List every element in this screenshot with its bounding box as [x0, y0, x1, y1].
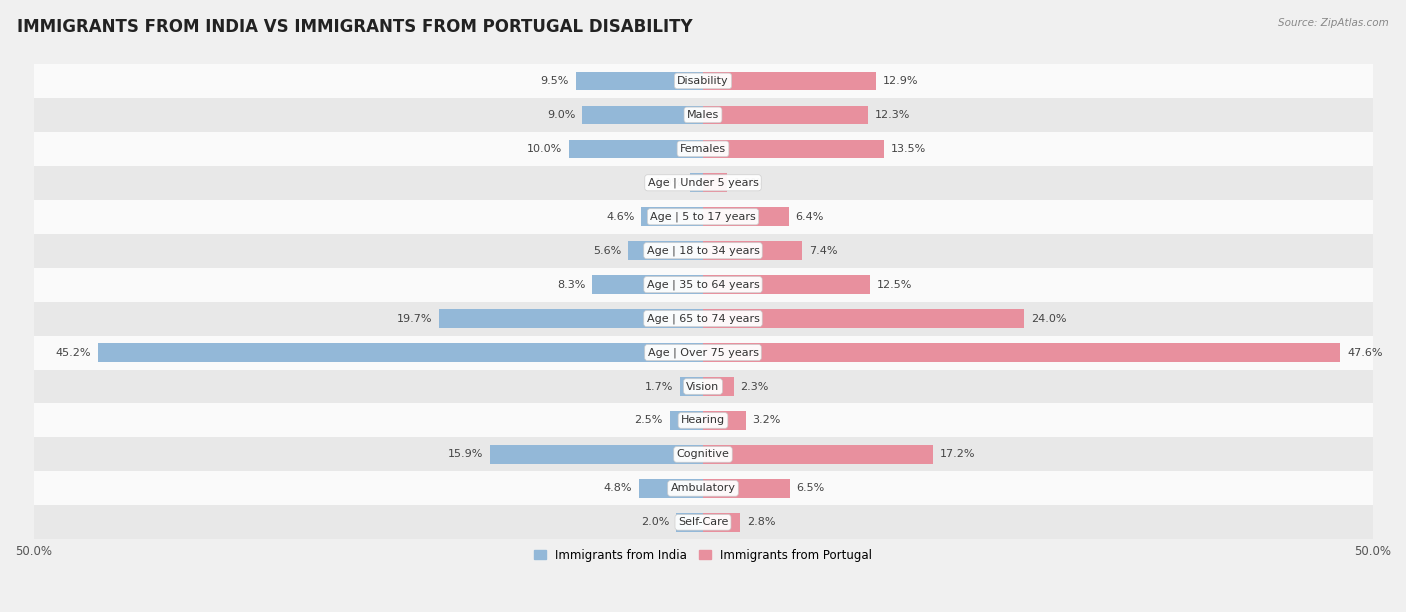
Bar — [34, 471, 1372, 506]
Text: 6.4%: 6.4% — [796, 212, 824, 222]
Text: 2.3%: 2.3% — [741, 381, 769, 392]
Text: 12.9%: 12.9% — [883, 76, 918, 86]
Bar — [628, 241, 703, 260]
Bar — [703, 140, 884, 158]
Bar — [681, 377, 703, 396]
Text: 7.4%: 7.4% — [808, 245, 838, 256]
Text: Age | Over 75 years: Age | Over 75 years — [648, 348, 758, 358]
Text: 19.7%: 19.7% — [396, 313, 433, 324]
Text: Age | 18 to 34 years: Age | 18 to 34 years — [647, 245, 759, 256]
Bar — [703, 309, 1025, 328]
Text: Cognitive: Cognitive — [676, 449, 730, 460]
Text: Source: ZipAtlas.com: Source: ZipAtlas.com — [1278, 18, 1389, 28]
Text: Age | 5 to 17 years: Age | 5 to 17 years — [650, 212, 756, 222]
Text: Females: Females — [681, 144, 725, 154]
Bar — [703, 377, 734, 396]
Bar — [676, 513, 703, 532]
Text: 8.3%: 8.3% — [557, 280, 585, 289]
Text: 1.8%: 1.8% — [734, 178, 762, 188]
Bar — [703, 275, 870, 294]
Bar — [703, 343, 1340, 362]
Bar — [439, 309, 703, 328]
Bar — [34, 370, 1372, 403]
Text: 9.5%: 9.5% — [541, 76, 569, 86]
Text: 4.6%: 4.6% — [606, 212, 634, 222]
Text: 1.0%: 1.0% — [655, 178, 683, 188]
Bar — [641, 207, 703, 226]
Bar — [703, 445, 934, 464]
Bar — [703, 173, 727, 192]
Bar — [576, 72, 703, 91]
Text: 17.2%: 17.2% — [941, 449, 976, 460]
Bar — [703, 72, 876, 91]
Bar — [569, 140, 703, 158]
Text: 10.0%: 10.0% — [527, 144, 562, 154]
Bar — [703, 105, 868, 124]
Bar — [34, 234, 1372, 267]
Text: 1.7%: 1.7% — [645, 381, 673, 392]
Legend: Immigrants from India, Immigrants from Portugal: Immigrants from India, Immigrants from P… — [529, 544, 877, 567]
Text: Age | Under 5 years: Age | Under 5 years — [648, 177, 758, 188]
Bar — [703, 411, 745, 430]
Bar — [98, 343, 703, 362]
Bar — [689, 173, 703, 192]
Bar — [34, 335, 1372, 370]
Bar — [582, 105, 703, 124]
Text: 47.6%: 47.6% — [1347, 348, 1382, 357]
Text: Ambulatory: Ambulatory — [671, 483, 735, 493]
Text: 12.5%: 12.5% — [877, 280, 912, 289]
Text: 12.3%: 12.3% — [875, 110, 910, 120]
Text: 45.2%: 45.2% — [56, 348, 91, 357]
Bar — [703, 207, 789, 226]
Text: Age | 35 to 64 years: Age | 35 to 64 years — [647, 280, 759, 290]
Bar — [34, 438, 1372, 471]
Text: 3.2%: 3.2% — [752, 416, 780, 425]
Bar — [703, 479, 790, 498]
Text: 5.6%: 5.6% — [593, 245, 621, 256]
Bar — [592, 275, 703, 294]
Bar — [703, 241, 801, 260]
Bar — [491, 445, 703, 464]
Text: 4.8%: 4.8% — [603, 483, 633, 493]
Bar — [34, 267, 1372, 302]
Text: 2.8%: 2.8% — [747, 517, 776, 528]
Text: 13.5%: 13.5% — [890, 144, 925, 154]
Text: Disability: Disability — [678, 76, 728, 86]
Text: Males: Males — [688, 110, 718, 120]
Bar — [34, 132, 1372, 166]
Text: 2.5%: 2.5% — [634, 416, 662, 425]
Bar — [34, 302, 1372, 335]
Text: 24.0%: 24.0% — [1031, 313, 1067, 324]
Text: IMMIGRANTS FROM INDIA VS IMMIGRANTS FROM PORTUGAL DISABILITY: IMMIGRANTS FROM INDIA VS IMMIGRANTS FROM… — [17, 18, 693, 36]
Text: Age | 65 to 74 years: Age | 65 to 74 years — [647, 313, 759, 324]
Text: Vision: Vision — [686, 381, 720, 392]
Text: 9.0%: 9.0% — [547, 110, 576, 120]
Text: Self-Care: Self-Care — [678, 517, 728, 528]
Bar — [34, 166, 1372, 200]
Text: 2.0%: 2.0% — [641, 517, 669, 528]
Bar — [34, 506, 1372, 539]
Bar — [34, 98, 1372, 132]
Text: 15.9%: 15.9% — [449, 449, 484, 460]
Text: 6.5%: 6.5% — [797, 483, 825, 493]
Bar — [34, 200, 1372, 234]
Bar — [34, 403, 1372, 438]
Text: Hearing: Hearing — [681, 416, 725, 425]
Bar — [638, 479, 703, 498]
Bar — [669, 411, 703, 430]
Bar — [703, 513, 741, 532]
Bar — [34, 64, 1372, 98]
